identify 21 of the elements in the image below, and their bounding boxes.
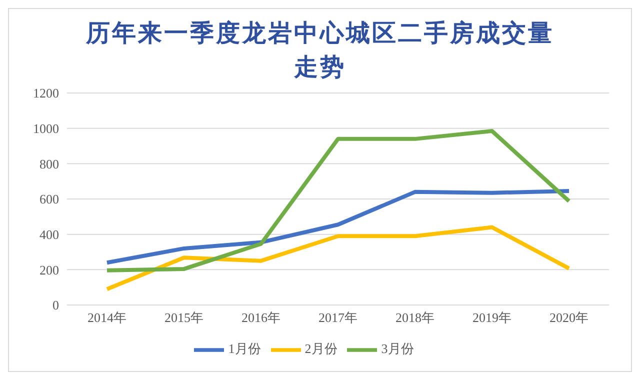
y-tick-label: 400 bbox=[40, 226, 59, 242]
line-series bbox=[105, 128, 571, 272]
y-tick-label: 600 bbox=[40, 192, 59, 207]
y-tick-label: 800 bbox=[40, 156, 59, 172]
y-tick-label: 0 bbox=[52, 298, 59, 313]
x-tick-label: 2020年 bbox=[550, 310, 588, 326]
line-series bbox=[105, 225, 571, 292]
y-tick-label: 200 bbox=[40, 262, 59, 278]
x-tick-label: 2015年 bbox=[164, 310, 204, 326]
legend-label: 1月份 bbox=[228, 340, 261, 356]
legend-label: 2月份 bbox=[304, 340, 338, 356]
legend-label: 3月份 bbox=[381, 340, 414, 356]
chart-title: 历年来一季度龙岩中心城区二手房成交量走势 bbox=[85, 19, 555, 83]
x-tick-label: 2014年 bbox=[88, 310, 126, 326]
x-tick-label: 2016年 bbox=[242, 310, 280, 326]
y-tick-label: 1000 bbox=[33, 120, 59, 136]
x-tick-label: 2017年 bbox=[318, 310, 358, 326]
x-tick-label: 2019年 bbox=[472, 310, 512, 326]
line-series bbox=[105, 189, 571, 265]
y-tick-label: 1200 bbox=[33, 86, 59, 101]
x-tick-label: 2018年 bbox=[396, 310, 434, 326]
